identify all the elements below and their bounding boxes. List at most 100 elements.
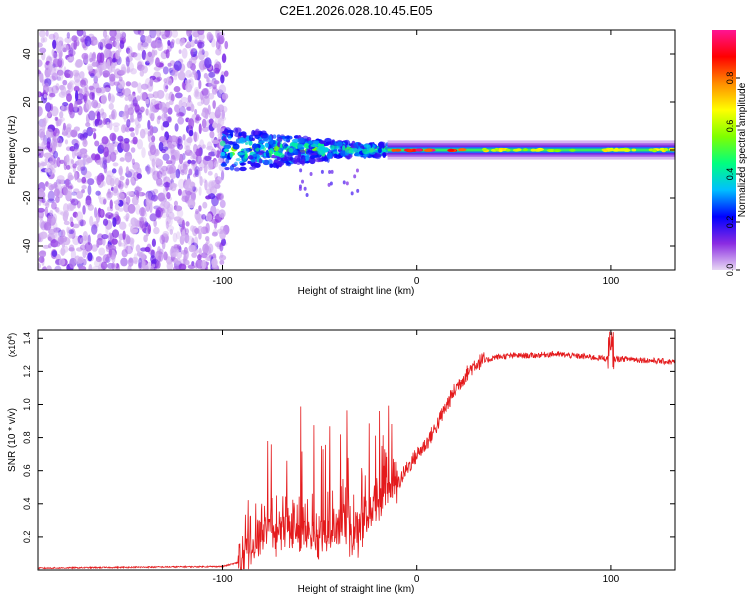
spectrogram-cell [201, 111, 206, 117]
spectrogram-cell [202, 144, 206, 149]
spectrogram-cell [215, 30, 220, 39]
spectrogram-cell [173, 60, 182, 72]
spectrogram-cell [88, 264, 93, 270]
spectrogram-cell [47, 236, 52, 241]
spectrogram-cell [276, 161, 285, 166]
spectrogram-cell [147, 119, 151, 130]
spectrogram-cell [48, 61, 54, 70]
spectrogram-cell [151, 194, 159, 202]
spectrogram-cell [251, 129, 256, 137]
spectrogram-cell [202, 243, 209, 254]
spectrogram-cell [100, 261, 108, 270]
spectrogram-cell [166, 203, 174, 214]
spectrogram-cell [38, 187, 45, 198]
spectrogram-cell [82, 249, 87, 259]
spectrogram-cell [144, 35, 149, 43]
spectrogram-cell [165, 101, 170, 109]
spectrogram-cell [153, 66, 161, 71]
snr-series-line [38, 331, 675, 570]
spectrogram-cell [56, 157, 61, 168]
spectrogram-cell [198, 123, 202, 135]
spectrogram-cell [447, 148, 455, 152]
snr-scale-prefix: (x10 [7, 340, 17, 358]
spectrogram-cell [165, 164, 174, 175]
spectrogram-cell [206, 31, 213, 41]
spectrogram-cell [42, 84, 49, 95]
spectrogram-cell [82, 129, 88, 140]
spectrogram-cell [229, 152, 233, 158]
spectrogram-cell [96, 52, 103, 64]
spectrogram-cell [248, 134, 254, 142]
spectrogram-cell [235, 158, 241, 162]
spectrogram-y-tick-label: 20 [22, 96, 33, 108]
spectrogram-cell [136, 138, 144, 150]
spectrogram-cell [38, 91, 41, 98]
spectrogram-cell [118, 76, 123, 82]
spectrogram-cell [39, 47, 47, 54]
colorbar-gradient [712, 30, 736, 270]
spectrogram-cell [391, 148, 397, 152]
spectrogram-cell [46, 215, 52, 226]
spectrogram-cell [188, 168, 193, 176]
spectrogram-cell [88, 110, 96, 121]
spectrogram-cell [42, 244, 50, 249]
spectrogram-cell [124, 151, 133, 163]
spectrogram-cell [214, 176, 222, 185]
spectrogram-cell [41, 51, 46, 61]
spectrogram-cell [130, 68, 137, 75]
spectrogram-cell [171, 69, 179, 77]
spectrogram-cell [180, 96, 188, 103]
spectrogram-cell [68, 244, 75, 252]
spectrogram-cell [305, 154, 310, 162]
spectrogram-cell [164, 30, 171, 38]
spectrogram-cell [65, 127, 73, 138]
spectrogram-cell [108, 248, 113, 256]
spectrogram-cell [619, 148, 627, 152]
spectrogram-cell [201, 118, 207, 129]
spectrogram-cell [206, 251, 212, 261]
spectrogram-cell [70, 221, 74, 228]
spectrogram-cell [171, 252, 178, 258]
spectrogram-cell [38, 207, 45, 213]
spectrogram-cell [134, 117, 140, 127]
spectrogram-cell [139, 128, 146, 139]
spectrogram-cell [182, 134, 186, 141]
spectrogram-cell [181, 229, 186, 240]
spectrogram-cell [174, 205, 183, 212]
spectrogram-cell [123, 215, 129, 220]
spectrogram-cell [59, 111, 64, 119]
snr-y-axis-label: SNR (10 * v/v) [7, 408, 18, 472]
spectrogram-cell [39, 30, 46, 38]
spectrogram-cell [96, 111, 101, 122]
spectrogram-cell [155, 177, 163, 186]
spectrogram-cell [46, 128, 54, 139]
spectrogram-cell [47, 198, 55, 203]
spectrogram-cell [74, 255, 81, 265]
spectrogram-cell [254, 134, 261, 140]
spectrogram-cell [146, 93, 155, 99]
spectrogram-cell [178, 99, 183, 108]
spectrogram-cell [127, 169, 135, 178]
colorbar-tick-label: 0.4 [725, 168, 735, 181]
spectrogram-cell [223, 144, 232, 150]
spectrogram-cell [54, 231, 61, 242]
spectrogram-cell [201, 126, 209, 132]
spectrogram-cell [282, 142, 288, 149]
spectrogram-cell [180, 38, 186, 45]
spectrogram-cell [203, 163, 208, 174]
spectrogram-cell [158, 102, 167, 111]
spectrogram-cell [80, 236, 88, 245]
spectrogram-cell [176, 142, 180, 149]
spectrogram-cell [101, 234, 109, 240]
spectrogram-cell [261, 134, 270, 142]
spectrogram-cell [213, 67, 220, 74]
spectrogram-cell [101, 136, 109, 145]
spectrogram-cell [53, 150, 59, 159]
spectrogram-cell [219, 229, 226, 240]
spectrogram-cell [72, 211, 78, 218]
spectrogram-cell [177, 116, 185, 125]
spectrogram-cell [53, 188, 60, 197]
spectrogram-cell [90, 72, 95, 79]
spectrogram-cell [51, 201, 57, 210]
spectrogram-cell [81, 52, 89, 60]
